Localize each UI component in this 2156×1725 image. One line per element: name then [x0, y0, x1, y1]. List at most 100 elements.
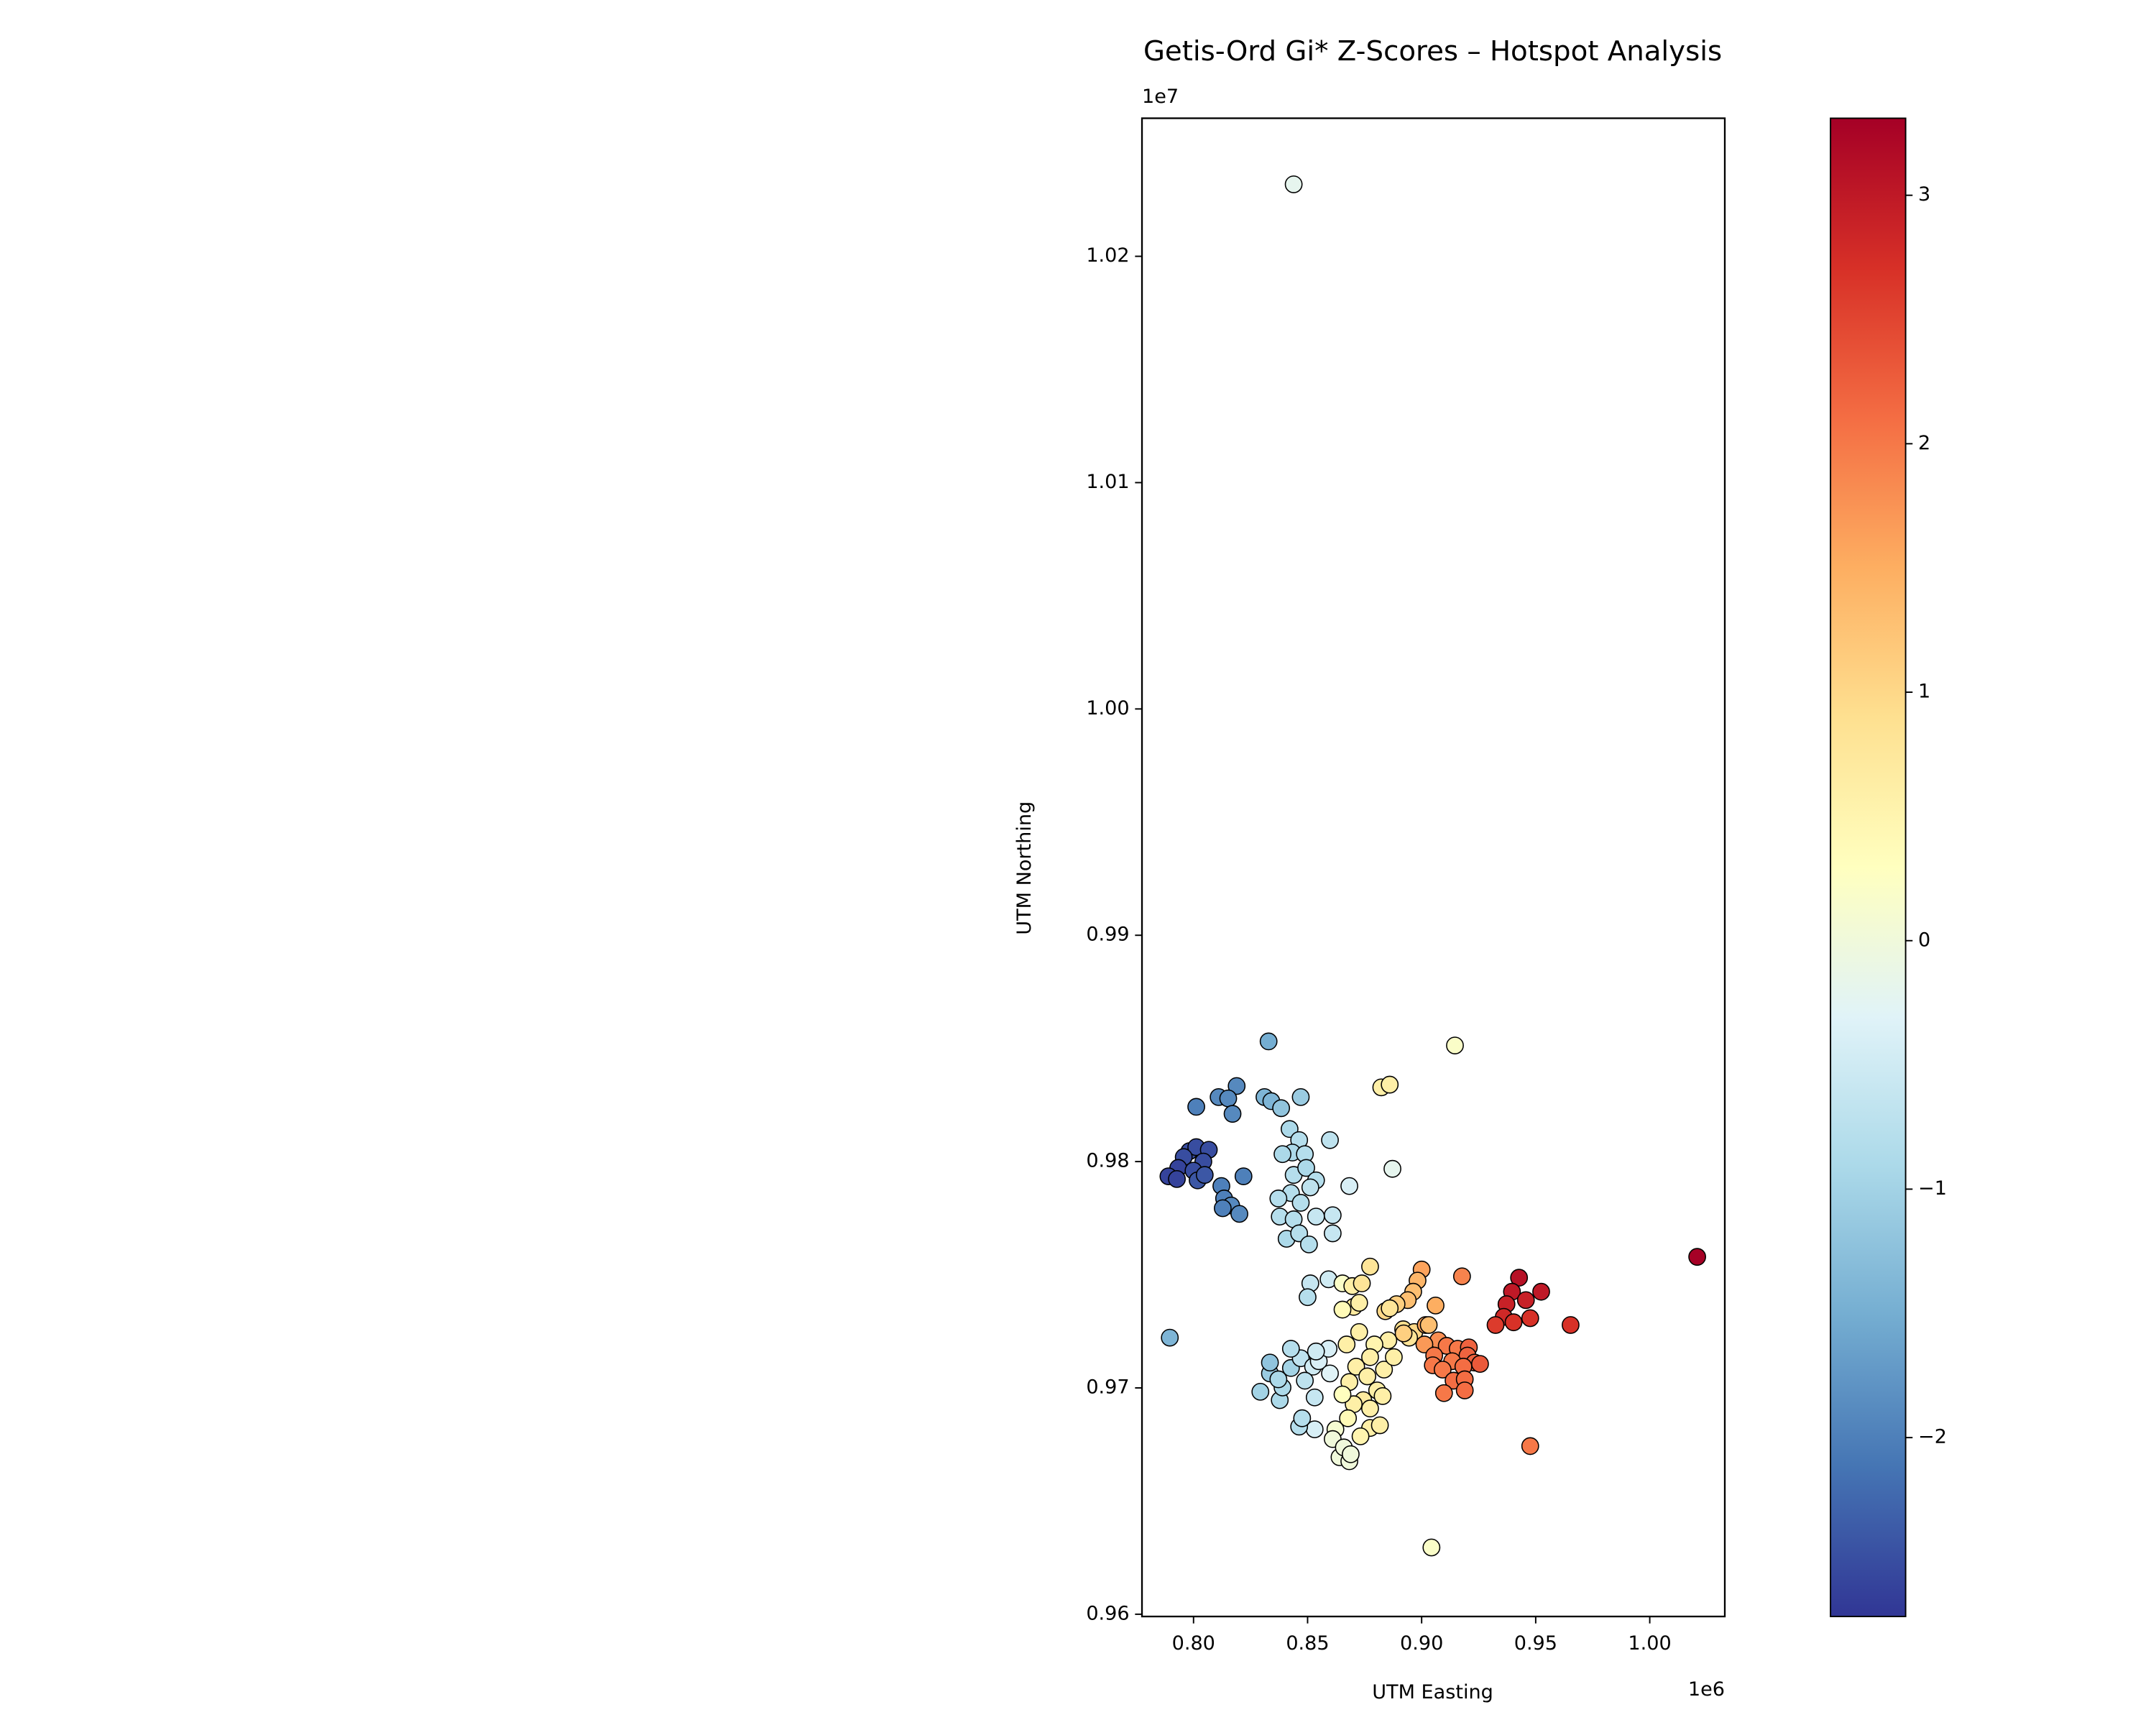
y-tick-label: 0.96	[1086, 1602, 1129, 1624]
point	[1323, 1224, 1342, 1243]
point	[1261, 1353, 1279, 1372]
colorbar-tick-label: 3	[1918, 183, 1930, 206]
colorbar-tick-label: −1	[1918, 1177, 1947, 1200]
point	[1299, 1235, 1318, 1254]
point	[1281, 1340, 1300, 1358]
point	[1307, 1208, 1325, 1226]
y-tick-label: 1.01	[1086, 471, 1129, 493]
point	[1375, 1361, 1393, 1379]
point	[1521, 1309, 1539, 1328]
x-tick-label: 0.90	[1400, 1632, 1443, 1655]
point	[1251, 1382, 1270, 1401]
x-tick-label: 0.95	[1514, 1632, 1557, 1655]
point	[1504, 1313, 1523, 1332]
point	[1290, 1224, 1309, 1243]
point	[1433, 1361, 1452, 1379]
point	[1293, 1409, 1312, 1427]
point	[1532, 1282, 1550, 1301]
point	[1305, 1388, 1324, 1407]
y-tick-label: 1.00	[1086, 697, 1129, 719]
point	[1361, 1348, 1379, 1366]
point	[1223, 1105, 1242, 1123]
point	[1321, 1131, 1339, 1149]
point	[1347, 1358, 1365, 1376]
point	[1339, 1409, 1358, 1427]
y-tick-label: 1.02	[1086, 244, 1129, 267]
point	[1516, 1291, 1535, 1310]
point	[1296, 1371, 1314, 1390]
colorbar-tick-label: 2	[1918, 432, 1930, 454]
point	[1361, 1257, 1379, 1276]
colorbar-tick-label: −2	[1918, 1426, 1947, 1448]
x-offset-text: 1e6	[1688, 1678, 1725, 1701]
y-axis-label: UTM Northing	[1013, 801, 1036, 935]
point	[1234, 1167, 1253, 1185]
point	[1342, 1445, 1360, 1463]
point	[1299, 1288, 1317, 1307]
point	[1381, 1075, 1399, 1094]
point	[1353, 1274, 1371, 1292]
y-tick-label: 0.99	[1086, 924, 1129, 946]
point	[1350, 1322, 1368, 1341]
point	[1510, 1269, 1529, 1287]
point	[1415, 1335, 1434, 1353]
point	[1307, 1342, 1325, 1361]
point	[1486, 1316, 1505, 1334]
point	[1385, 1348, 1403, 1366]
point	[1370, 1416, 1389, 1435]
point	[1269, 1190, 1288, 1208]
point	[1230, 1205, 1248, 1223]
point	[1168, 1169, 1186, 1188]
point	[1452, 1267, 1471, 1286]
point	[1340, 1177, 1358, 1195]
point	[1381, 1299, 1399, 1317]
point	[1227, 1077, 1246, 1095]
point	[1351, 1427, 1370, 1445]
point	[1394, 1324, 1413, 1343]
point	[1187, 1098, 1205, 1116]
point	[1297, 1159, 1315, 1177]
x-tick-label: 0.85	[1286, 1632, 1329, 1655]
point	[1161, 1328, 1179, 1347]
point	[1562, 1316, 1580, 1334]
point	[1195, 1166, 1214, 1184]
colorbar	[1830, 117, 1907, 1617]
point	[1350, 1294, 1368, 1312]
point	[1219, 1089, 1238, 1108]
point	[1471, 1355, 1489, 1374]
y-offset-text: 1e7	[1142, 86, 1179, 108]
colorbar-tick-label: 0	[1918, 929, 1930, 951]
point	[1272, 1099, 1291, 1118]
colorbar-tick-label: 1	[1918, 681, 1930, 703]
point	[1321, 1364, 1339, 1383]
point	[1446, 1036, 1464, 1054]
point	[1291, 1087, 1310, 1106]
point	[1333, 1300, 1352, 1319]
plot-frame	[1141, 117, 1726, 1618]
point	[1337, 1335, 1356, 1353]
point	[1521, 1437, 1539, 1455]
chart-title: Getis-Ord Gi* Z-Scores – Hotspot Analysi…	[1143, 35, 1722, 68]
point	[1688, 1248, 1706, 1266]
point	[1434, 1384, 1453, 1402]
point	[1455, 1381, 1474, 1399]
point	[1301, 1178, 1319, 1197]
point	[1291, 1194, 1310, 1212]
x-axis-label: UTM Easting	[1372, 1681, 1493, 1703]
point	[1373, 1386, 1392, 1405]
point	[1361, 1399, 1379, 1418]
point	[1333, 1385, 1352, 1404]
point	[1323, 1206, 1342, 1225]
point	[1214, 1199, 1232, 1218]
point	[1419, 1316, 1438, 1334]
point	[1284, 175, 1303, 193]
point	[1383, 1159, 1401, 1178]
y-tick-label: 0.97	[1086, 1376, 1129, 1399]
point	[1269, 1370, 1288, 1389]
x-tick-label: 1.00	[1628, 1632, 1671, 1655]
x-tick-label: 0.80	[1172, 1632, 1215, 1655]
point	[1259, 1032, 1278, 1051]
point	[1273, 1145, 1291, 1164]
y-tick-label: 0.98	[1086, 1150, 1129, 1172]
